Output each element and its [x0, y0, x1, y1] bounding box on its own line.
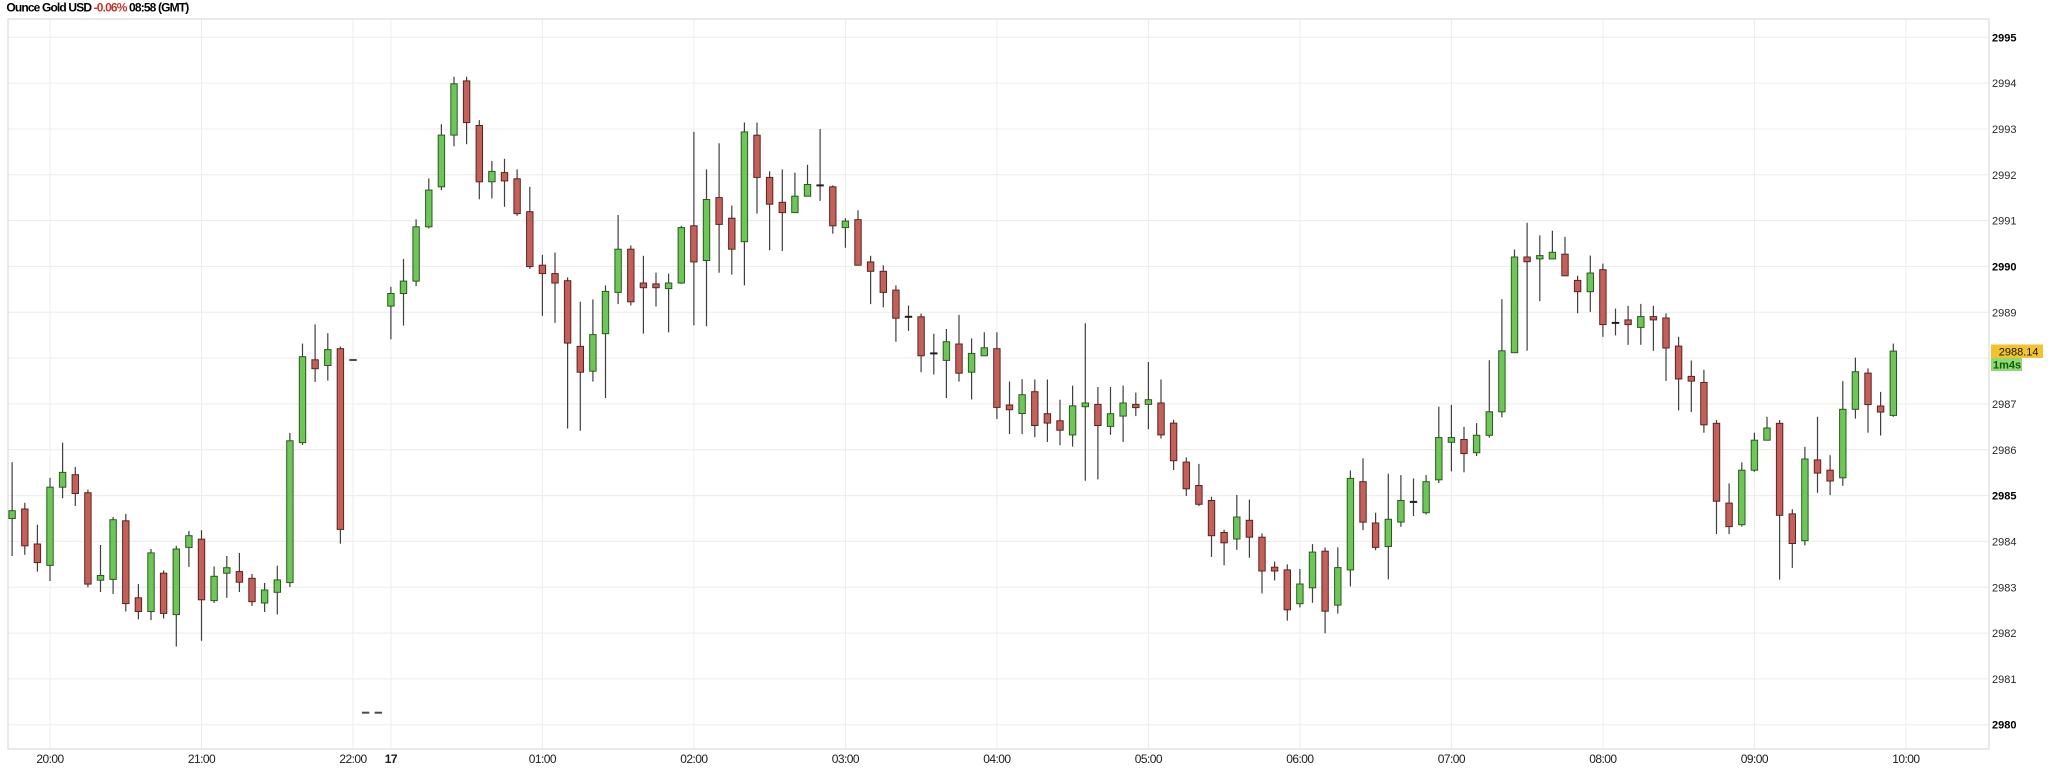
svg-text:2989: 2989 — [1992, 307, 2016, 319]
svg-text:02:00: 02:00 — [680, 752, 708, 766]
svg-text:2980: 2980 — [1992, 720, 2016, 732]
svg-text:20:00: 20:00 — [36, 752, 64, 766]
svg-text:2985: 2985 — [1992, 491, 2016, 503]
svg-text:2990: 2990 — [1992, 261, 2016, 273]
svg-text:2982: 2982 — [1992, 628, 2016, 640]
svg-text:1m4s: 1m4s — [1993, 360, 2021, 372]
svg-text:2994: 2994 — [1992, 78, 2016, 90]
svg-text:10:00: 10:00 — [1892, 752, 1920, 766]
svg-text:2987: 2987 — [1992, 399, 2016, 411]
svg-text:2993: 2993 — [1992, 124, 2016, 136]
svg-text:07:00: 07:00 — [1438, 752, 1466, 766]
svg-text:Ounce Gold USD -0.06% 08:58 (G: Ounce Gold USD -0.06% 08:58 (GMT) — [6, 1, 189, 15]
svg-text:08:00: 08:00 — [1589, 752, 1617, 766]
svg-text:2986: 2986 — [1992, 445, 2016, 457]
svg-text:2991: 2991 — [1992, 216, 2016, 228]
svg-text:21:00: 21:00 — [188, 752, 216, 766]
svg-text:05:00: 05:00 — [1135, 752, 1163, 766]
svg-text:2995: 2995 — [1992, 32, 2016, 44]
svg-text:03:00: 03:00 — [832, 752, 860, 766]
svg-text:2992: 2992 — [1992, 170, 2016, 182]
svg-text:09:00: 09:00 — [1741, 752, 1769, 766]
svg-text:2981: 2981 — [1992, 674, 2016, 686]
svg-text:01:00: 01:00 — [529, 752, 557, 766]
svg-text:2983: 2983 — [1992, 582, 2016, 594]
svg-text:06:00: 06:00 — [1286, 752, 1314, 766]
svg-text:04:00: 04:00 — [983, 752, 1011, 766]
svg-text:22:00: 22:00 — [339, 752, 367, 766]
svg-text:2984: 2984 — [1992, 536, 2016, 548]
svg-text:17: 17 — [385, 752, 398, 766]
svg-text:2988.14: 2988.14 — [1999, 346, 2039, 358]
